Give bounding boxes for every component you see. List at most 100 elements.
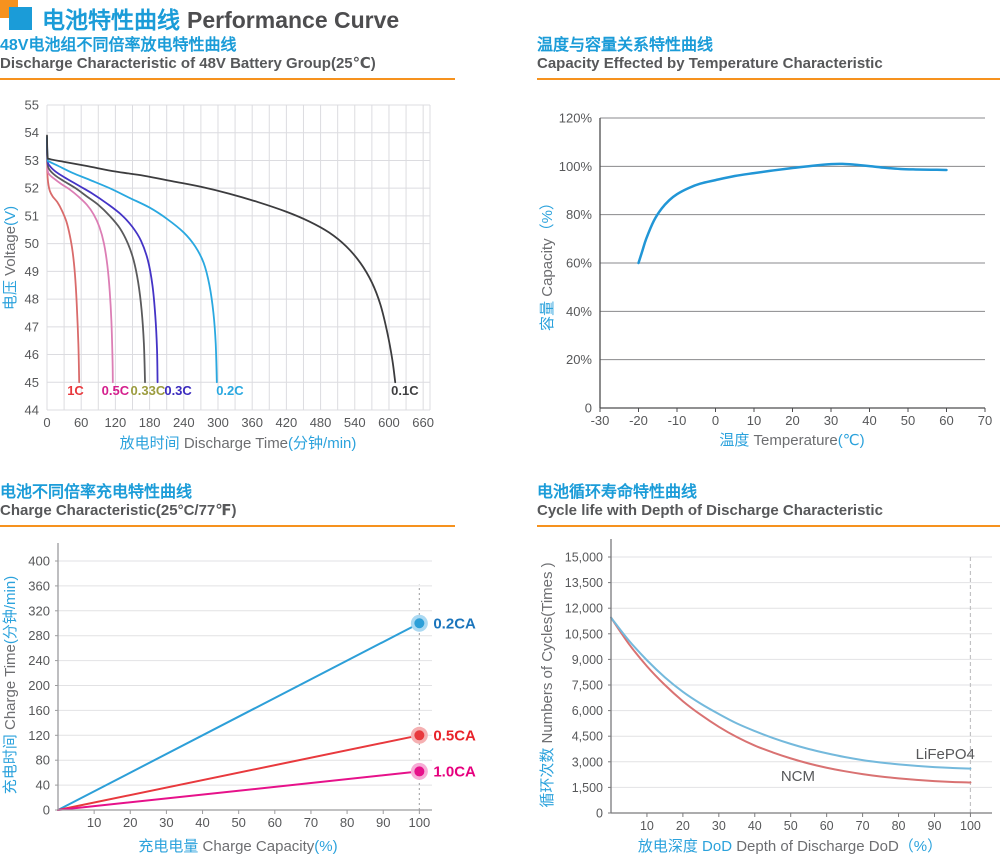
svg-text:-30: -30	[591, 413, 610, 428]
svg-text:240: 240	[173, 415, 195, 430]
section-cycle: 电池循环寿命特性曲线 Cycle life with Depth of Disc…	[537, 483, 1000, 527]
y-axis-title-en: Capacity	[539, 238, 556, 301]
svg-text:70: 70	[856, 819, 870, 833]
section-divider	[0, 525, 455, 527]
y-axis-title: 充电时间 Charge Time(分钟/min)	[2, 576, 19, 794]
svg-text:1,500: 1,500	[572, 781, 603, 795]
svg-text:40%: 40%	[566, 304, 592, 319]
svg-text:360: 360	[28, 578, 50, 593]
svg-text:3,000: 3,000	[572, 755, 603, 769]
page-title-zh: 电池特性曲线	[42, 7, 180, 33]
x-axis-title: 充电电量 Charge Capacity(%)	[138, 838, 337, 855]
y-axis-title-zh: 电压	[2, 280, 19, 310]
svg-text:60%: 60%	[566, 256, 592, 271]
svg-text:9,000: 9,000	[572, 653, 603, 667]
svg-text:100: 100	[408, 815, 430, 830]
svg-text:0.3C: 0.3C	[164, 383, 192, 398]
svg-text:0.2C: 0.2C	[216, 383, 244, 398]
x-axis-title-en: Charge Capacity	[198, 838, 314, 855]
section-title-zh: 温度与容量关系特性曲线	[537, 37, 714, 54]
svg-text:180: 180	[139, 415, 161, 430]
svg-text:0.33C: 0.33C	[131, 383, 166, 398]
x-axis-title: 放电时间 Discharge Time(分钟/min)	[120, 435, 357, 452]
svg-text:0.1C: 0.1C	[391, 383, 419, 398]
y-axis-title-en: Numbers of Cycles(Times )	[539, 562, 556, 747]
x-axis-title: 放电深度 DoD Depth of Discharge DoD（%）	[638, 838, 942, 855]
svg-text:0: 0	[43, 415, 50, 430]
section-charge: 电池不同倍率充电特性曲线 Charge Characteristic(25°C/…	[0, 483, 455, 527]
svg-text:40: 40	[748, 819, 762, 833]
svg-text:30: 30	[712, 819, 726, 833]
svg-text:50: 50	[25, 236, 39, 251]
x-axis-title-en: Discharge Time	[180, 435, 288, 452]
y-axis-title-unit: （%）	[539, 195, 556, 238]
y-axis-title-zh: 充电时间	[2, 734, 19, 794]
svg-text:54: 54	[25, 125, 39, 140]
svg-text:10: 10	[87, 815, 101, 830]
y-axis-title-unit: (分钟/min)	[2, 576, 19, 644]
svg-text:50: 50	[901, 413, 915, 428]
svg-text:20: 20	[785, 413, 799, 428]
svg-text:90: 90	[928, 819, 942, 833]
svg-text:7,500: 7,500	[572, 679, 603, 693]
svg-text:15,000: 15,000	[565, 551, 603, 565]
x-axis-title-zh: 放电时间	[120, 435, 180, 452]
svg-text:20: 20	[676, 819, 690, 833]
svg-text:48: 48	[25, 292, 39, 307]
y-axis-title-en: Voltage	[2, 226, 19, 280]
x-axis-title-en: Temperature	[749, 432, 837, 449]
svg-text:12,000: 12,000	[565, 602, 603, 616]
y-axis-title: 容量 Capacity（%）	[539, 195, 556, 331]
y-axis-title-unit: (V)	[2, 206, 19, 226]
svg-text:4,500: 4,500	[572, 730, 603, 744]
svg-text:50: 50	[784, 819, 798, 833]
temperature-chart: -30 -20 -10 0 10 20 30 40 50 60 70 0 20% 40% 60% 80% 100…	[539, 111, 992, 450]
discharge-chart: 0 60 120 180 240 300 360 420 480 540 600 660 44 45 46 4…	[2, 98, 434, 453]
svg-text:50: 50	[231, 815, 245, 830]
svg-text:47: 47	[25, 319, 39, 334]
charge-plot-area: 10 20 30 40 50 60 70 80 90 100 0 40 80 120 160 200 240 28…	[28, 543, 476, 830]
svg-text:10: 10	[640, 819, 654, 833]
section-discharge: 48V电池组不同倍率放电特性曲线 Discharge Characteristi…	[0, 36, 455, 80]
svg-text:45: 45	[25, 375, 39, 390]
section-title-en: Charge Characteristic(25°C/77℉)	[0, 502, 237, 519]
svg-text:10: 10	[747, 413, 761, 428]
page-title: 电池特性曲线 Performance Curve	[42, 1, 399, 35]
x-axis-title-zh: 温度	[719, 432, 749, 449]
x-axis-title-unit: （%）	[899, 838, 942, 855]
svg-text:60: 60	[74, 415, 88, 430]
svg-text:46: 46	[25, 347, 39, 362]
logo-blue-square	[9, 7, 32, 30]
logo-icon	[0, 0, 36, 34]
section-temperature: 温度与容量关系特性曲线 Capacity Effected by Tempera…	[537, 36, 1000, 80]
y-axis-title: 电压 Voltage(V)	[2, 206, 19, 310]
cycle-chart: 10 20 30 40 50 60 70 80 90 100 0 1,500 3,000 4,500 6,0…	[539, 539, 992, 855]
svg-text:400: 400	[28, 554, 50, 569]
svg-text:51: 51	[25, 208, 39, 223]
x-axis-title-unit: (%)	[314, 838, 337, 855]
svg-text:55: 55	[25, 98, 39, 113]
svg-text:100: 100	[960, 819, 981, 833]
svg-text:320: 320	[28, 603, 50, 618]
y-axis-title: 循环次数 Numbers of Cycles(Times )	[539, 562, 556, 807]
svg-text:300: 300	[207, 415, 229, 430]
svg-text:120%: 120%	[559, 111, 593, 126]
svg-text:60: 60	[820, 819, 834, 833]
svg-text:60: 60	[268, 815, 282, 830]
svg-text:44: 44	[25, 403, 39, 418]
svg-text:0.2CA: 0.2CA	[433, 615, 476, 632]
section-title-en: Discharge Characteristic of 48V Battery …	[0, 55, 376, 72]
svg-text:40: 40	[36, 778, 50, 793]
svg-text:420: 420	[276, 415, 298, 430]
svg-text:1C: 1C	[67, 383, 84, 398]
svg-text:80: 80	[892, 819, 906, 833]
svg-text:80%: 80%	[566, 207, 592, 222]
svg-text:-10: -10	[668, 413, 687, 428]
svg-text:40: 40	[862, 413, 876, 428]
svg-text:200: 200	[28, 678, 50, 693]
svg-text:60: 60	[939, 413, 953, 428]
svg-text:70: 70	[978, 413, 992, 428]
charge-chart: 10 20 30 40 50 60 70 80 90 100 0 40 80 120 160 200 240 28…	[2, 543, 476, 855]
x-axis-title-zh: 放电深度 DoD	[638, 838, 732, 855]
